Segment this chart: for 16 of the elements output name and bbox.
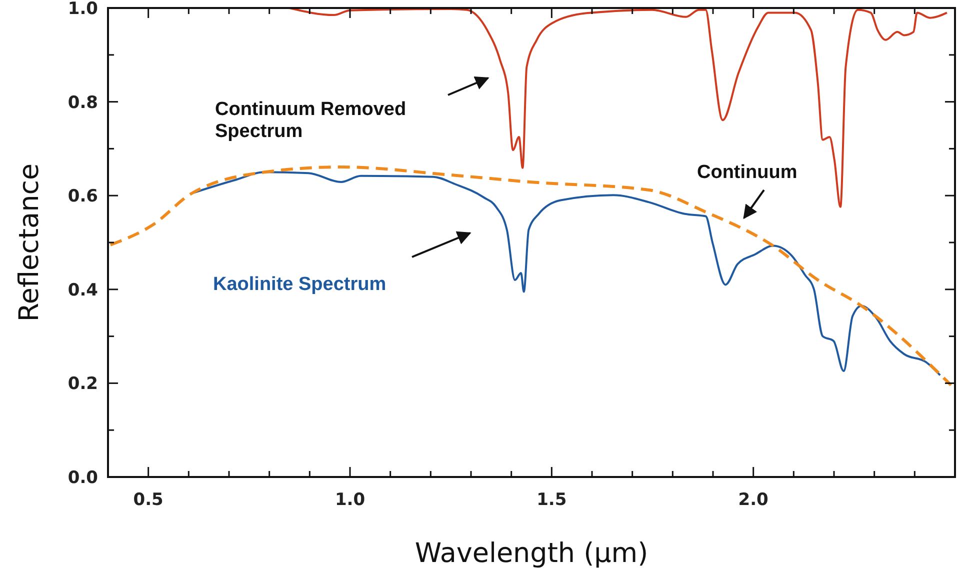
x-tick-label: 1.0 xyxy=(334,490,366,510)
annotation: Continuum Removed Spectrum xyxy=(215,99,406,142)
y-tick-label: 1.0 xyxy=(68,0,98,19)
x-tick-label: 1.5 xyxy=(536,490,567,510)
x-tick-label: 2.0 xyxy=(738,490,769,510)
y-tick-label: 0.2 xyxy=(68,374,98,394)
y-tick-label: 0.0 xyxy=(68,468,98,488)
x-tick-label: 0.5 xyxy=(133,490,164,510)
annotation: Kaolinite Spectrum xyxy=(213,274,386,295)
annotation: Continuum xyxy=(697,162,798,183)
y-tick-label: 0.4 xyxy=(68,280,98,300)
y-tick-label: 0.8 xyxy=(68,92,98,113)
line-series xyxy=(108,165,952,387)
x-axis-title: Wavelength (µm) xyxy=(414,538,648,569)
y-axis-title: Reflectance xyxy=(14,163,45,322)
y-tick-label: 0.6 xyxy=(68,186,98,207)
